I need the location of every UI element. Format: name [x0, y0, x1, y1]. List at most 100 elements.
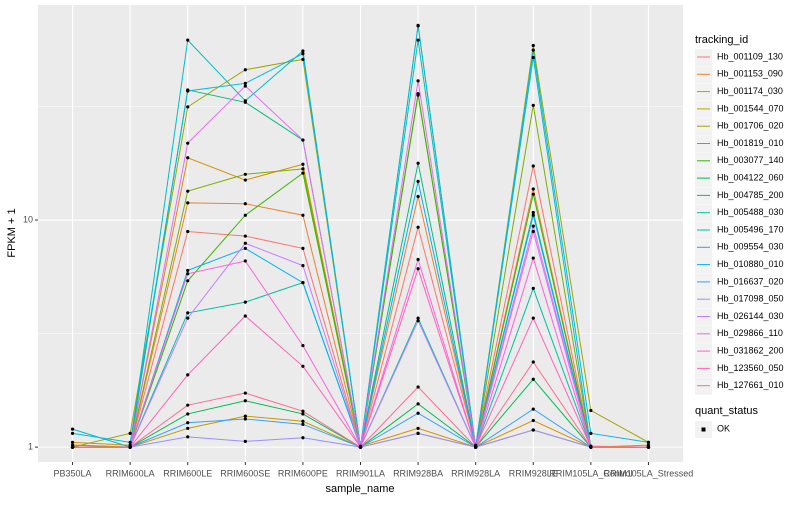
data-point — [186, 272, 190, 276]
legend-label: Hb_029866_110 — [717, 328, 783, 338]
data-point — [416, 411, 420, 415]
data-point — [243, 202, 247, 206]
data-point — [416, 385, 420, 389]
legend-label: Hb_001174_030 — [717, 86, 783, 96]
data-point — [243, 259, 247, 263]
data-point — [301, 281, 305, 285]
data-point — [301, 264, 305, 268]
data-point — [186, 316, 190, 320]
data-point — [186, 268, 190, 273]
data-point — [416, 179, 420, 183]
legend-label: Hb_005488_030 — [717, 207, 784, 217]
data-point — [301, 213, 305, 217]
data-point — [186, 229, 190, 234]
data-point — [186, 279, 190, 283]
data-point — [243, 213, 247, 217]
data-point — [186, 421, 190, 425]
data-point — [243, 391, 247, 395]
data-point — [70, 445, 75, 449]
data-point — [416, 402, 420, 406]
data-point — [243, 314, 247, 318]
data-point — [186, 201, 190, 205]
data-point — [416, 316, 420, 320]
data-point — [301, 138, 305, 142]
data-point — [531, 164, 535, 168]
data-point — [301, 167, 305, 171]
data-point — [186, 403, 190, 407]
data-point — [416, 38, 420, 42]
data-point — [243, 68, 247, 72]
data-point — [186, 156, 190, 160]
data-point — [243, 241, 247, 245]
legend-label: Hb_009554_030 — [717, 242, 784, 252]
data-point — [186, 435, 190, 439]
legend-label: Hb_001153_090 — [717, 69, 783, 79]
legend-label: Hb_010880_010 — [717, 259, 784, 269]
point-legend-title: quant_status — [695, 405, 758, 417]
data-point — [416, 319, 420, 323]
data-point — [416, 431, 420, 435]
data-point — [128, 440, 132, 444]
data-point — [531, 407, 535, 411]
data-point — [243, 84, 247, 88]
data-point — [416, 161, 420, 165]
data-point — [646, 445, 651, 449]
data-point — [301, 419, 305, 423]
data-point — [186, 412, 190, 416]
data-point — [531, 187, 535, 191]
legend-label: Hb_001819_010 — [717, 138, 784, 148]
data-point — [531, 213, 535, 217]
data-point — [531, 210, 535, 215]
data-point — [531, 256, 535, 260]
legend-label: Hb_017098_050 — [717, 294, 784, 304]
legend-title: tracking_id — [695, 34, 748, 46]
data-point — [416, 267, 420, 271]
legend-label: Hb_005496_170 — [717, 224, 784, 234]
data-point — [243, 246, 247, 251]
data-point — [416, 23, 420, 27]
data-point — [243, 99, 247, 103]
data-point — [186, 311, 190, 315]
y-tick-label: 10 — [23, 214, 33, 224]
legend-label: Hb_001706_020 — [717, 121, 784, 131]
data-point — [589, 431, 593, 435]
data-point — [646, 440, 651, 444]
data-point — [186, 89, 190, 93]
data-point — [70, 427, 75, 431]
data-point — [531, 418, 535, 423]
data-point — [301, 436, 305, 440]
data-point — [531, 192, 535, 196]
x-axis-title: sample_name — [325, 483, 394, 495]
data-point — [531, 43, 535, 48]
y-axis-title: FPKM + 1 — [6, 208, 18, 257]
data-point — [128, 445, 132, 449]
legend-label: Hb_004122_060 — [717, 172, 784, 182]
data-point — [301, 409, 305, 413]
x-tick-label: PB350LA — [54, 468, 92, 478]
x-tick-label: RRIM600LA — [106, 468, 155, 478]
data-point — [301, 412, 305, 416]
legend-label: Hb_026144_030 — [717, 311, 784, 321]
data-point — [243, 439, 247, 443]
x-tick-label: RRIM105LA_Stressed — [604, 468, 694, 478]
x-tick-label: RRIM928BA — [393, 468, 443, 478]
data-point — [301, 343, 305, 348]
data-point — [589, 408, 593, 413]
data-point — [243, 234, 247, 238]
data-point — [531, 48, 535, 52]
data-point — [70, 440, 75, 444]
data-point — [531, 103, 535, 107]
data-point — [416, 257, 420, 262]
legend-label: Hb_004785_200 — [717, 190, 784, 200]
x-tick-label: RRIM928LA — [451, 468, 500, 478]
data-point — [243, 417, 247, 421]
data-point — [301, 364, 305, 368]
data-point — [186, 189, 190, 193]
data-point — [128, 431, 132, 435]
x-tick-label: RRIM928LE — [509, 468, 558, 478]
legend-label: Hb_001544_070 — [717, 103, 784, 113]
data-point — [474, 445, 478, 449]
data-point — [301, 171, 305, 175]
legend-label: Hb_031862_200 — [717, 345, 784, 355]
